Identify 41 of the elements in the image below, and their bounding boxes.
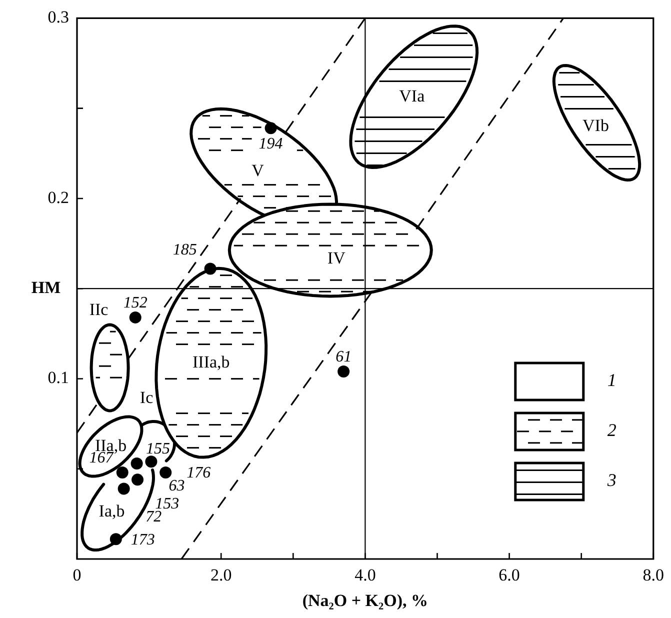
annotation: Ia,b <box>98 502 125 521</box>
x-tick-label: 0 <box>72 566 82 585</box>
y-tick-label: 0.1 <box>48 368 69 388</box>
point <box>116 466 128 478</box>
annotation: 61 <box>336 348 352 366</box>
y-axis-title: HM <box>31 278 61 297</box>
x-tick-label: 4.0 <box>354 566 376 585</box>
annotation: Ic <box>140 388 154 407</box>
point <box>160 466 172 478</box>
annotation: 176 <box>186 464 211 482</box>
point <box>204 262 216 275</box>
annotation: IIc <box>89 300 109 320</box>
annotation: 63 <box>168 477 185 494</box>
point <box>338 366 350 378</box>
annotation: 72 <box>146 508 162 526</box>
annotation: IIIa,b <box>192 352 230 372</box>
point <box>129 311 142 324</box>
annotation: 152 <box>123 294 148 312</box>
point <box>145 456 158 468</box>
annotation: 194 <box>258 135 283 152</box>
point <box>118 482 130 495</box>
annotation: 3 <box>606 470 616 490</box>
annotation: V <box>252 161 265 180</box>
point <box>132 474 144 486</box>
point <box>264 122 277 134</box>
annotation: VIa <box>399 86 426 106</box>
x-tick-label: 6.0 <box>498 566 520 585</box>
annotation: IV <box>327 248 346 268</box>
annotation: 173 <box>130 531 155 548</box>
annotation: 1 <box>607 370 616 390</box>
annotation: 2 <box>607 420 616 440</box>
y-tick-label: 0.2 <box>48 188 69 207</box>
y-tick-label: 0.3 <box>48 8 69 27</box>
point <box>110 533 122 546</box>
point <box>130 457 143 470</box>
annotation: VIb <box>582 116 609 136</box>
annotation: 185 <box>172 242 197 259</box>
x-tick-label: 2.0 <box>210 566 232 585</box>
annotation: 155 <box>146 440 170 458</box>
x-axis-title: (Na₂O + K₂O), % <box>302 591 428 610</box>
x-tick-label: 8.0 <box>642 566 664 585</box>
